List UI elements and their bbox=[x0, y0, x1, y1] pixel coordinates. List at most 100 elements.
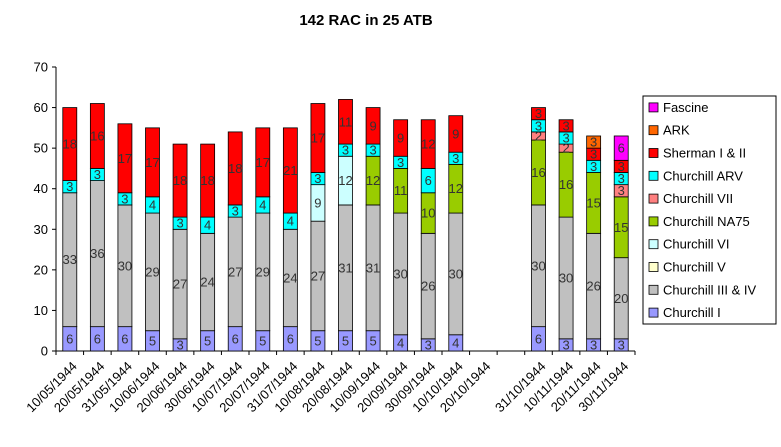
data-label: 3 bbox=[590, 159, 597, 174]
bar-segment bbox=[558, 119, 574, 133]
data-label: 26 bbox=[586, 279, 600, 294]
data-label: 4 bbox=[397, 335, 404, 350]
data-label: 4 bbox=[204, 218, 211, 233]
data-label: 30 bbox=[118, 258, 132, 273]
bar-segment bbox=[448, 115, 464, 153]
data-label: 6 bbox=[618, 141, 625, 156]
data-label: 3 bbox=[618, 183, 625, 198]
data-label: 6 bbox=[94, 331, 101, 346]
data-label: 29 bbox=[256, 264, 270, 279]
data-label: 5 bbox=[369, 333, 376, 348]
legend-swatch bbox=[648, 307, 659, 318]
y-tick-label: 70 bbox=[34, 60, 48, 75]
data-label: 3 bbox=[66, 179, 73, 194]
data-label: 3 bbox=[618, 337, 625, 352]
data-label: 12 bbox=[366, 173, 380, 188]
data-label: 9 bbox=[314, 195, 321, 210]
data-label: 4 bbox=[259, 197, 266, 212]
data-label: 24 bbox=[200, 275, 214, 290]
data-label: 3 bbox=[232, 204, 239, 219]
legend-label: Churchill V bbox=[663, 260, 726, 275]
data-label: 26 bbox=[421, 279, 435, 294]
legend-swatch bbox=[648, 102, 659, 113]
data-label: 3 bbox=[342, 143, 349, 158]
data-label: 3 bbox=[618, 171, 625, 186]
y-tick-label: 50 bbox=[34, 141, 48, 156]
data-label: 3 bbox=[535, 118, 542, 133]
bars: 6333186363166303175294173273185244186273… bbox=[62, 99, 629, 352]
legend-label: ARK bbox=[663, 123, 690, 138]
bar-segment bbox=[531, 107, 546, 121]
data-label: 3 bbox=[562, 337, 569, 352]
data-label: 18 bbox=[63, 137, 77, 152]
data-label: 18 bbox=[200, 173, 214, 188]
y-tick-label: 30 bbox=[34, 222, 48, 237]
data-label: 3 bbox=[535, 106, 542, 121]
data-label: 3 bbox=[425, 337, 432, 352]
bar-segment bbox=[117, 123, 133, 194]
data-label: 20 bbox=[614, 291, 628, 306]
bar-segment bbox=[145, 127, 160, 198]
y-axis: 0 10 20 30 40 50 60 70 bbox=[34, 60, 57, 359]
data-label: 3 bbox=[562, 118, 569, 133]
data-label: 18 bbox=[228, 161, 242, 176]
legend-swatch bbox=[648, 148, 659, 158]
data-label: 3 bbox=[452, 151, 459, 166]
data-label: 36 bbox=[90, 246, 104, 261]
bar-segment bbox=[420, 119, 436, 169]
data-label: 30 bbox=[393, 266, 407, 281]
chart-title: 142 RAC in 25 ATB bbox=[299, 12, 433, 29]
y-tick-label: 40 bbox=[34, 181, 48, 196]
data-label: 17 bbox=[256, 155, 270, 170]
data-label: 31 bbox=[366, 260, 380, 275]
data-label: 31 bbox=[338, 260, 352, 275]
data-label: 3 bbox=[94, 167, 101, 182]
data-label: 17 bbox=[118, 151, 132, 166]
data-label: 4 bbox=[452, 335, 459, 350]
y-tick-label: 0 bbox=[41, 344, 48, 359]
legend-swatch bbox=[648, 193, 659, 204]
data-label: 3 bbox=[176, 216, 183, 231]
data-label: 17 bbox=[311, 131, 325, 146]
data-label: 3 bbox=[618, 159, 625, 174]
data-label: 33 bbox=[63, 252, 77, 267]
legend-swatch bbox=[648, 125, 659, 136]
bar-segment bbox=[393, 119, 409, 157]
data-label: 12 bbox=[421, 137, 435, 152]
data-label: 29 bbox=[145, 264, 159, 279]
x-axis: 10/05/194420/05/194431/05/194410/06/1944… bbox=[23, 350, 636, 415]
data-label: 3 bbox=[397, 155, 404, 170]
bar-segment bbox=[310, 103, 326, 173]
legend-label: Churchill ARV bbox=[663, 168, 743, 183]
y-tick-label: 10 bbox=[34, 303, 48, 318]
legend-box bbox=[642, 95, 777, 325]
data-label: 30 bbox=[449, 266, 463, 281]
legend-swatch bbox=[648, 262, 659, 272]
data-label: 3 bbox=[590, 135, 597, 150]
data-label: 16 bbox=[559, 177, 573, 192]
legend-swatch bbox=[648, 216, 659, 227]
legend-label: Churchill NA75 bbox=[663, 214, 750, 229]
data-label: 12 bbox=[338, 173, 352, 188]
data-label: 30 bbox=[531, 258, 545, 273]
bar-segment bbox=[338, 99, 353, 145]
data-label: 15 bbox=[614, 220, 628, 235]
data-label: 10 bbox=[421, 206, 435, 221]
data-label: 17 bbox=[145, 155, 159, 170]
data-label: 27 bbox=[173, 277, 187, 292]
data-label: 3 bbox=[314, 171, 321, 186]
data-label: 21 bbox=[283, 163, 297, 178]
legend-label: Sherman I & II bbox=[663, 146, 746, 161]
data-label: 3 bbox=[590, 337, 597, 352]
data-label: 5 bbox=[314, 333, 321, 348]
bar-segment bbox=[172, 143, 188, 218]
legend-label: Churchill VII bbox=[663, 191, 733, 206]
data-label: 12 bbox=[449, 181, 463, 196]
data-label: 6 bbox=[232, 331, 239, 346]
y-tick-label: 20 bbox=[34, 262, 48, 277]
legend-swatch bbox=[648, 239, 659, 250]
data-label: 6 bbox=[121, 331, 128, 346]
data-label: 27 bbox=[228, 264, 242, 279]
y-tick-label: 60 bbox=[34, 100, 48, 115]
data-label: 11 bbox=[394, 183, 408, 198]
